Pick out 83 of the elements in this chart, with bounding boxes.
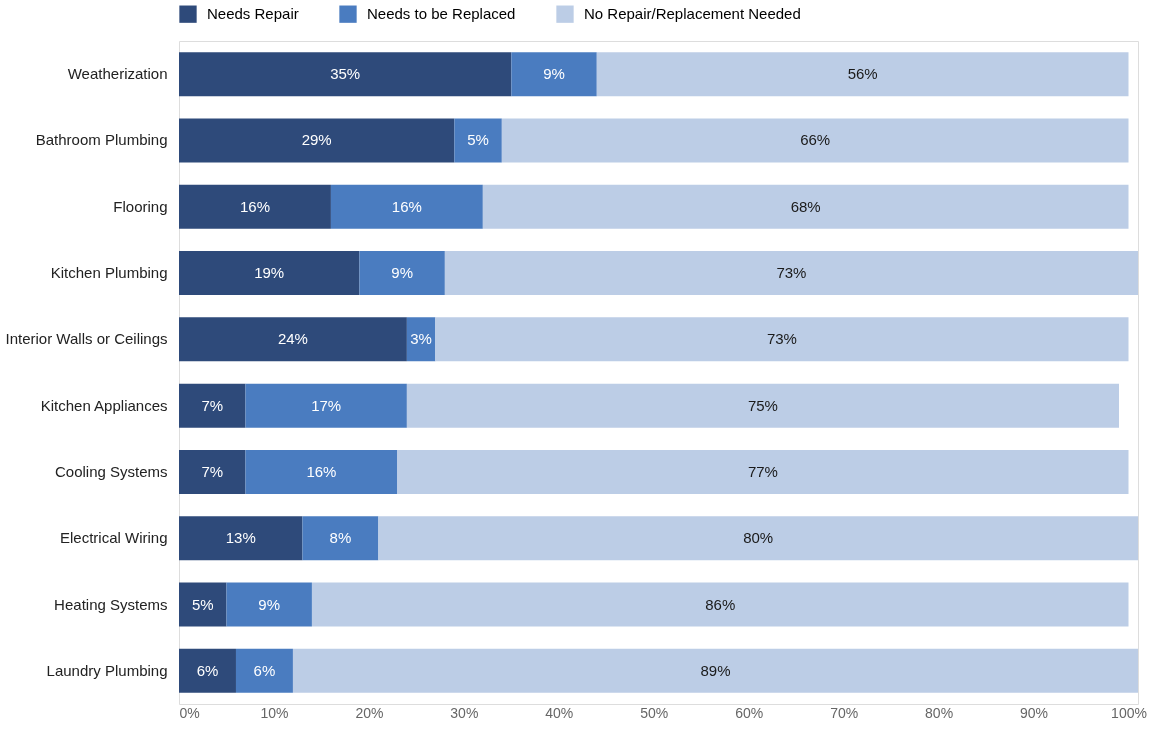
data-label: 77% [747,462,778,480]
data-label: 9% [258,595,281,613]
bar [482,184,1129,229]
data-label: 86% [705,595,736,613]
data-label: 24% [277,330,308,348]
data-label: 3% [410,330,432,348]
data-label: 73% [766,330,797,348]
bar [179,383,246,428]
data-label: 6% [253,661,276,679]
data-label: 73% [776,264,807,282]
y-tick-label: Flooring [113,197,168,215]
data-label: 75% [747,396,778,414]
bar [406,383,1120,428]
data-label: 7% [201,462,224,480]
legend-label: Needs Repair [207,5,299,23]
data-label: 68% [790,197,821,215]
x-tick-label: 30% [450,704,479,721]
bar [511,52,597,97]
data-label: 16% [306,462,337,480]
bar [596,52,1129,97]
bar [311,582,1129,627]
data-label: 8% [329,529,352,547]
data-label: 16% [239,197,270,215]
bar [292,648,1138,693]
x-tick-label: 50% [640,704,669,721]
x-tick-label: 0% [179,704,200,721]
x-tick-label: 40% [545,704,574,721]
x-tick-label: 100% [1111,704,1147,721]
data-label: 9% [543,65,565,83]
bar [501,118,1129,163]
bar [179,251,360,296]
bar [179,449,246,494]
data-label: 35% [330,65,361,83]
bar [179,317,407,362]
legend-label: Needs to be Replaced [367,5,516,23]
data-label: 9% [391,264,413,282]
y-tick-label: Heating Systems [54,595,168,613]
bar [330,184,483,229]
y-tick-label: Laundry Plumbing [46,661,168,679]
x-tick-label: 20% [355,704,384,721]
bar [302,516,379,561]
y-tick-label: Cooling Systems [54,462,168,480]
bar [179,52,512,97]
data-label: 17% [311,396,342,414]
bar [235,648,293,693]
y-tick-label: Weatherization [67,65,168,83]
data-label: 80% [743,529,774,547]
data-label: 66% [800,131,831,149]
data-label: 89% [700,661,731,679]
bar [179,118,455,163]
bar [359,251,445,296]
bar [444,251,1138,296]
bar [397,449,1129,494]
data-label: 16% [391,197,422,215]
data-label: 56% [847,65,878,83]
legend-label: No Repair/Replacement Needed [584,5,801,23]
bar [179,184,331,229]
y-tick-label: Interior Walls or Ceilings [5,330,168,348]
bar [179,648,236,693]
bar [454,118,502,163]
y-tick-label: Bathroom Plumbing [35,131,168,149]
bar [435,317,1129,362]
y-tick-label: Kitchen Plumbing [50,264,168,282]
x-tick-label: 60% [735,704,764,721]
x-tick-label: 80% [925,704,954,721]
x-tick-label: 90% [1020,704,1049,721]
bar [179,516,303,561]
bar [179,582,227,627]
y-tick-label: Kitchen Appliances [40,396,168,414]
data-label: 5% [467,131,489,149]
x-tick-label: 70% [830,704,859,721]
data-label: 13% [225,529,256,547]
data-label: 7% [201,396,224,414]
data-label: 5% [191,595,214,613]
bar [245,449,398,494]
bar [226,582,312,627]
data-label: 19% [254,264,285,282]
x-tick-label: 10% [260,704,289,721]
data-label: 6% [196,661,219,679]
data-label: 29% [301,131,332,149]
bar [245,383,407,428]
bar [378,516,1138,561]
y-tick-label: Electrical Wiring [59,529,168,547]
